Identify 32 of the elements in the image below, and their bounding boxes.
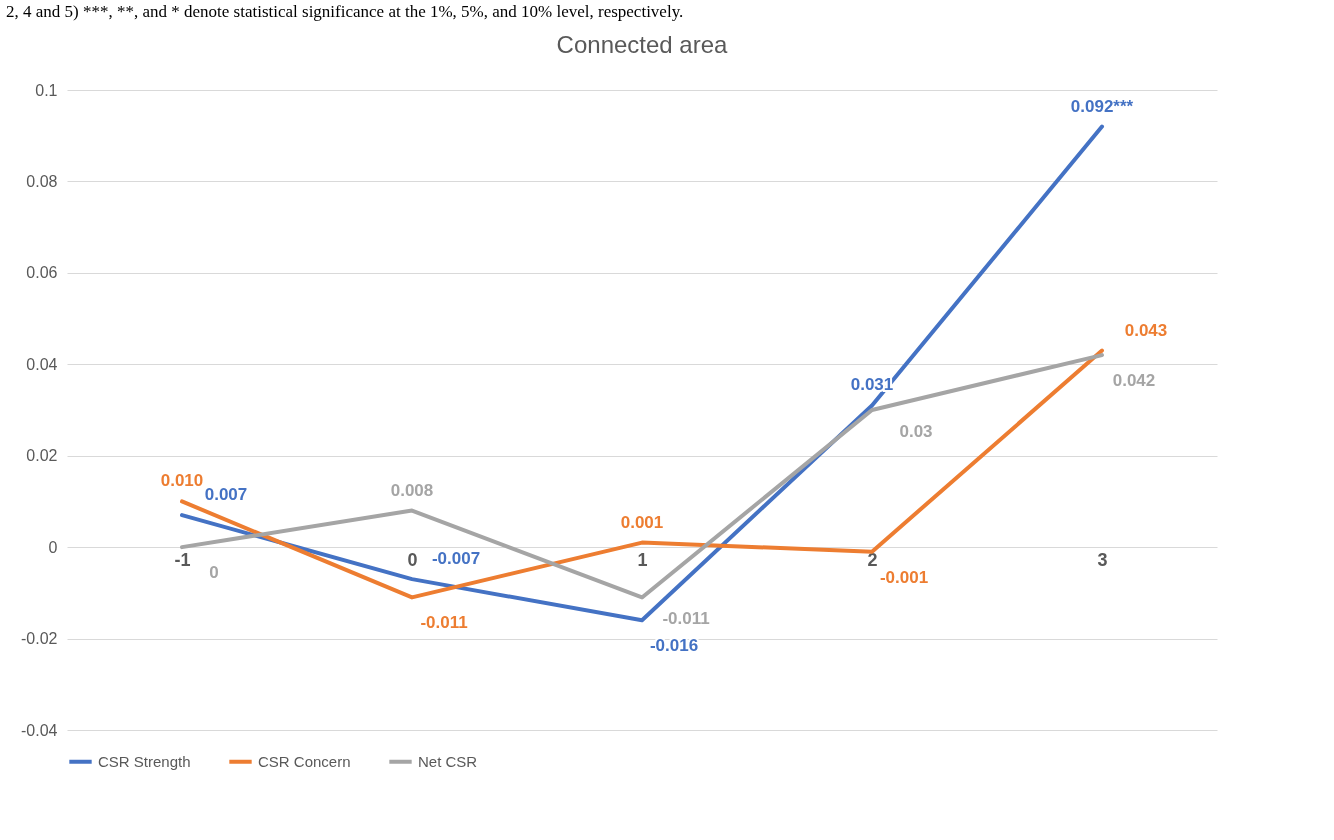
data-label: 0.03 xyxy=(899,422,933,441)
text: 2, 4 and 5) ***, **, and * denote statistical significance at the 1%, 5%, and 10% level, respectively. xyxy=(5,1,685,23)
data-label: -0.001 xyxy=(879,567,929,587)
x-tick-label: 2 xyxy=(867,549,878,570)
chart-title: Connected area xyxy=(556,31,729,58)
data-label: 0.001 xyxy=(620,512,664,532)
y-tick-label: 0 xyxy=(48,538,58,556)
data-label: -0.016 xyxy=(649,636,699,656)
data-label: 0.008 xyxy=(390,480,434,500)
data-label: 0.042 xyxy=(1112,371,1156,391)
legend-label: CSR Strength xyxy=(98,752,191,770)
y-tick-label: -0.02 xyxy=(21,630,58,648)
x-tick-label: 0 xyxy=(407,549,418,570)
data-label: -0.007 xyxy=(431,549,481,569)
data-label: -0.011 xyxy=(420,613,468,633)
legend-label: Net CSR xyxy=(418,752,478,770)
data-label: -0.011 xyxy=(662,609,710,629)
data-label: 0.007 xyxy=(204,485,248,505)
y-tick-label: 0.1 xyxy=(35,81,58,99)
x-tick-label: 3 xyxy=(1097,549,1108,570)
y-tick-label: -0.04 xyxy=(21,721,58,739)
y-tick-label: 0.04 xyxy=(26,355,58,373)
x-tick-label: -1 xyxy=(174,549,191,570)
data-label: 0.010 xyxy=(160,471,204,491)
data-label: 0.092*** xyxy=(1070,96,1134,116)
data-label: 0 xyxy=(209,563,219,583)
y-tick-label: 0.08 xyxy=(26,172,58,190)
y-tick-label: 0.02 xyxy=(26,447,58,465)
data-label: 0.043 xyxy=(1124,320,1168,340)
y-tick-label: 0.06 xyxy=(26,264,58,282)
x-tick-label: 1 xyxy=(637,549,648,570)
legend-label: CSR Concern xyxy=(258,752,351,770)
